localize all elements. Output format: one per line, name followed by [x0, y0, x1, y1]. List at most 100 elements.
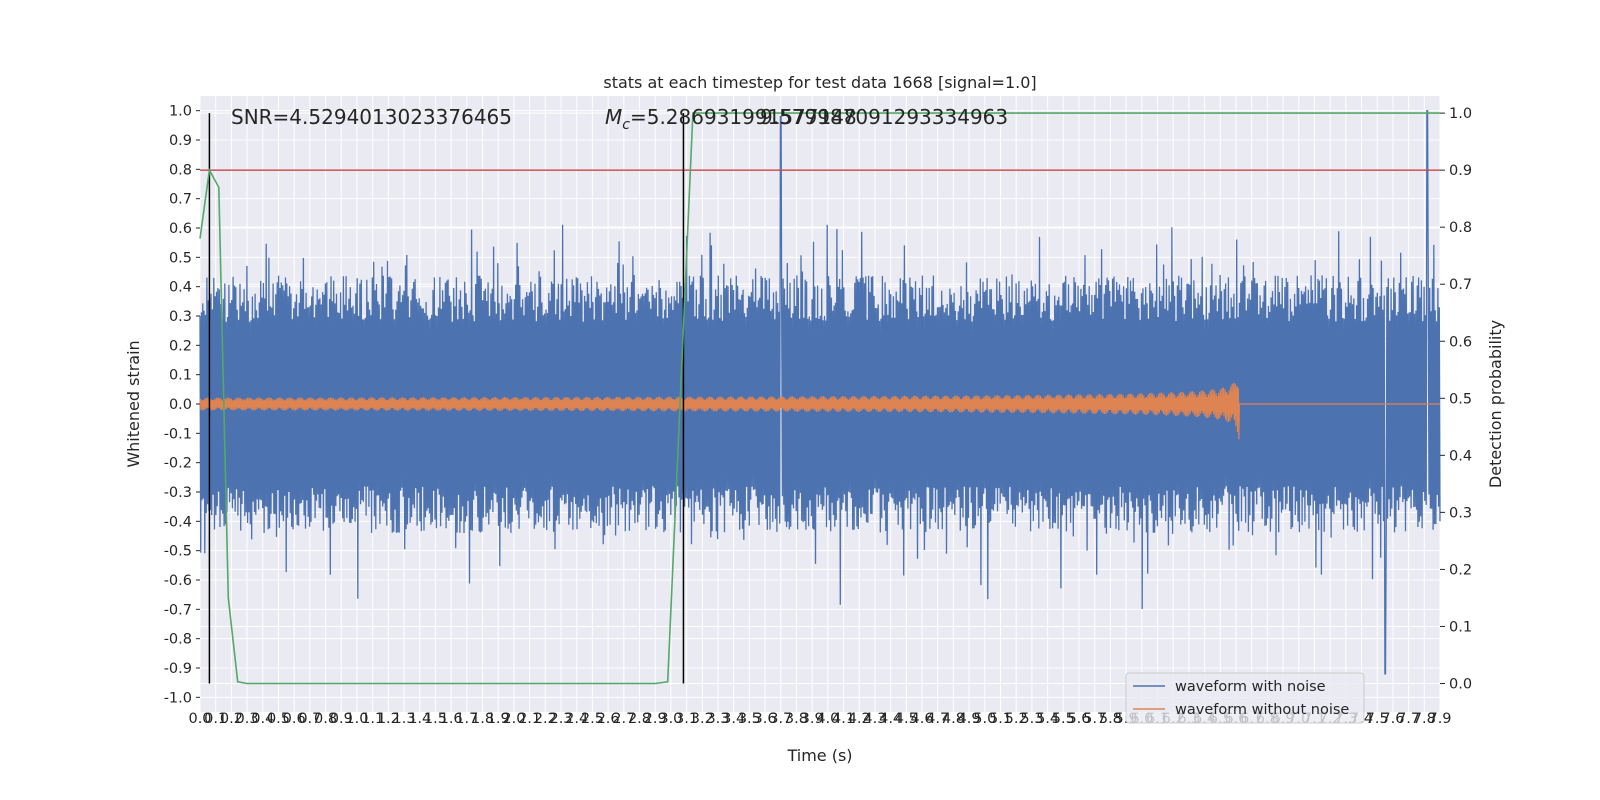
x-tick-label: 0.9 — [330, 711, 353, 727]
x-tick-label: 3.3 — [706, 711, 729, 727]
y-tick-label: 0.2 — [169, 338, 192, 354]
y2-tick-label: 0.1 — [1449, 619, 1472, 635]
x-tick-label: 5.6 — [1067, 711, 1090, 727]
y2-axis-label: Detection probability — [1486, 320, 1505, 488]
x-tick-label: 3.2 — [691, 711, 714, 727]
legend-label-clean: waveform without noise — [1175, 702, 1349, 718]
waveform-without-noise-line — [199, 382, 1440, 440]
x-tick-label: 0.7 — [298, 711, 321, 727]
x-tick-label: 7.5 — [1366, 711, 1389, 727]
y-tick-label: 0.8 — [169, 162, 192, 178]
y-tick-label: -0.1 — [164, 426, 192, 442]
x-tick-label: 3.5 — [738, 711, 761, 727]
x-tick-label: 3.7 — [769, 711, 792, 727]
y-tick-label: -0.9 — [164, 661, 192, 677]
event-markers — [208, 113, 685, 684]
x-tick-label: 3.4 — [722, 711, 745, 727]
y-tick-label: -0.8 — [164, 632, 192, 648]
x-tick-label: 2.9 — [644, 711, 667, 727]
chirp-mass-symbol: M — [605, 105, 622, 129]
y-tick-label: -0.6 — [164, 573, 192, 589]
y-tick-label: 1.0 — [169, 104, 192, 120]
x-tick-label: 0.2 — [220, 711, 243, 727]
x-tick-label: 1.9 — [487, 711, 510, 727]
x-tick-label: 0.8 — [314, 711, 337, 727]
y-axis-ticks: 1.0 0.9 0.8 0.7 0.6 0.5 0.4 0.3 0.2 0.1 0.0 -0.1 -0.… — [164, 104, 200, 706]
x-tick-label: 4.2 — [848, 711, 871, 727]
y2-tick-label: 0.4 — [1449, 448, 1472, 464]
x-tick-label: 7.7 — [1397, 711, 1420, 727]
x-tick-label: 2.5 — [581, 711, 604, 727]
x-tick-label: 4.7 — [926, 711, 949, 727]
x-tick-label: 5.4 — [1036, 711, 1059, 727]
x-tick-label: 1.5 — [424, 711, 447, 727]
x-tick-label: 0.6 — [283, 711, 306, 727]
y2-tick-label: 0.0 — [1449, 676, 1472, 692]
y-tick-label: 0.5 — [169, 250, 192, 266]
y-tick-label: -0.4 — [164, 514, 192, 530]
x-tick-label: 2.8 — [628, 711, 651, 727]
x-tick-label: 1.6 — [440, 711, 463, 727]
x-tick-label: 1.2 — [377, 711, 400, 727]
x-tick-label: 5.0 — [973, 711, 996, 727]
x-tick-label: 2.0 — [502, 711, 525, 727]
x-tick-label: 1.3 — [393, 711, 416, 727]
legend: waveform with noise waveform without noi… — [1125, 672, 1365, 724]
y2-tick-label: 0.7 — [1449, 277, 1472, 293]
y2-tick-label: 1.0 — [1449, 106, 1472, 122]
x-tick-label: 0.1 — [204, 711, 227, 727]
x-tick-label: 2.4 — [565, 711, 588, 727]
x-tick-label: 2.2 — [534, 711, 557, 727]
y2-tick-label: 0.6 — [1449, 334, 1472, 350]
x-tick-label: 4.1 — [832, 711, 855, 727]
overlap-annotation: 9.579987091293334963 — [760, 105, 1008, 129]
x-tick-label: 0.0 — [188, 711, 211, 727]
legend-label-noise: waveform with noise — [1175, 679, 1326, 695]
x-tick-label: 7.8 — [1413, 711, 1436, 727]
y-tick-label: 0.3 — [169, 309, 192, 325]
y-tick-label: -0.5 — [164, 544, 192, 560]
x-tick-label: 2.3 — [549, 711, 572, 727]
x-axis-label: Time (s) — [786, 746, 852, 765]
legend-box — [1125, 672, 1365, 724]
x-tick-label: 1.1 — [361, 711, 384, 727]
x-tick-label: 4.3 — [863, 711, 886, 727]
y2-tick-label: 0.3 — [1449, 505, 1472, 521]
x-tick-label: 3.0 — [659, 711, 682, 727]
y-tick-label: -1.0 — [164, 690, 192, 706]
y-tick-label: 0.6 — [169, 221, 192, 237]
y2-tick-label: 0.5 — [1449, 391, 1472, 407]
y-tick-label: 0.1 — [169, 368, 192, 384]
chirp-mass-annotation: Mc=5.286931991577148 — [605, 105, 857, 133]
x-tick-label: 0.4 — [251, 711, 274, 727]
x-tick-label: 0.3 — [236, 711, 259, 727]
x-tick-label: 3.1 — [675, 711, 698, 727]
y-axis-label: Whitened strain — [124, 340, 143, 467]
x-tick-label: 5.8 — [1099, 711, 1122, 727]
x-tick-label: 1.0 — [345, 711, 368, 727]
y-tick-label: -0.2 — [164, 456, 192, 472]
x-tick-label: 1.4 — [408, 711, 431, 727]
x-tick-label: 5.5 — [1052, 711, 1075, 727]
x-tick-label: 7.9 — [1428, 711, 1451, 727]
chart-title: stats at each timestep for test data 166… — [603, 73, 1036, 92]
y2-tick-label: 0.2 — [1449, 562, 1472, 578]
y2-tick-label: 0.8 — [1449, 220, 1472, 236]
y-tick-label: -0.7 — [164, 602, 192, 618]
detection-probability-line — [199, 112, 1440, 685]
x-tick-label: 3.8 — [785, 711, 808, 727]
x-tick-label: 2.6 — [597, 711, 620, 727]
x-tick-label: 4.4 — [879, 711, 902, 727]
x-tick-label: 4.5 — [895, 711, 918, 727]
y-tick-label: 0.4 — [169, 280, 192, 296]
x-tick-label: 4.8 — [942, 711, 965, 727]
y-tick-label: 0.9 — [169, 133, 192, 149]
chirp-mass-subscript: c — [622, 117, 630, 133]
x-tick-label: 3.9 — [801, 711, 824, 727]
y-tick-label: -0.3 — [164, 485, 192, 501]
x-tick-label: 7.6 — [1381, 711, 1404, 727]
series-waveform-without-noise — [199, 382, 1440, 440]
x-tick-label: 5.3 — [1020, 711, 1043, 727]
y-tick-label: 0.7 — [169, 192, 192, 208]
